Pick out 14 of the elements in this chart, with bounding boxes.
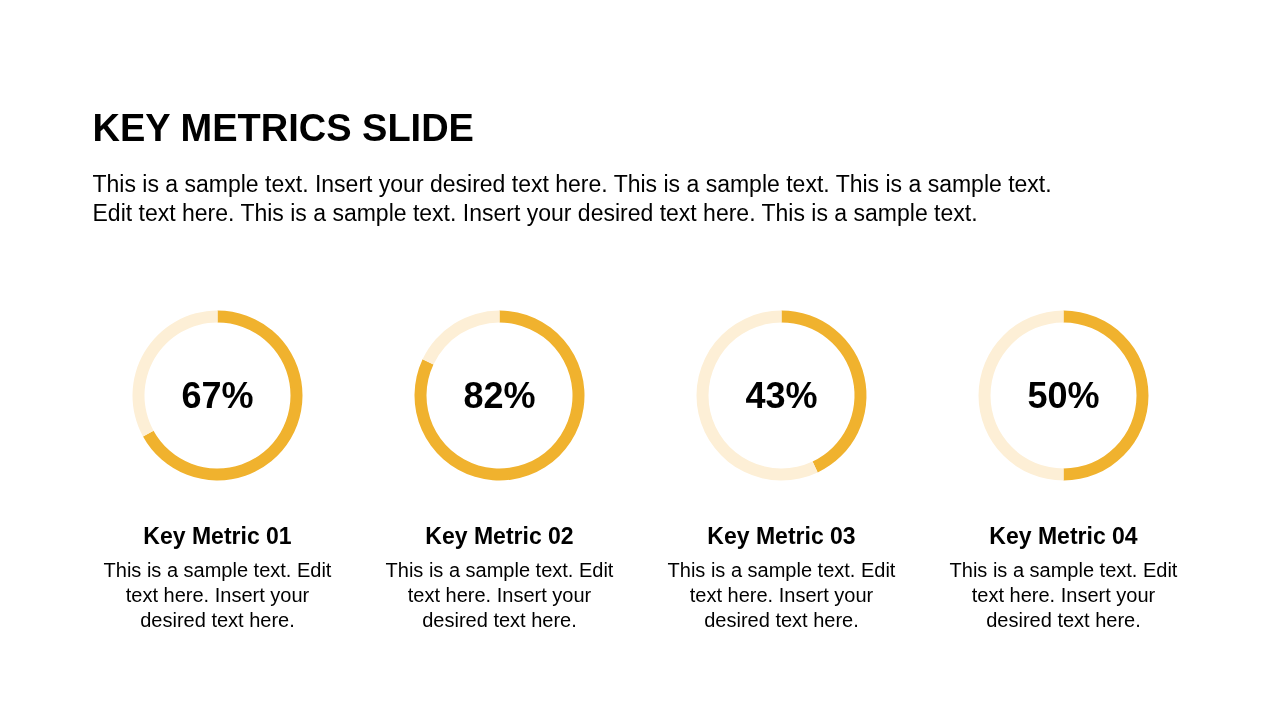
text: This is a sample text. Edit text here. Insert your desired text here. (103, 558, 332, 631)
text: This is a sample text. Edit text here. Insert your desired text here. (385, 558, 614, 631)
text: This is a sample text. Insert your desired text here. This is a sample text. This is a sample text. Edit text here. This is a sample text. Insert your desired text here. This is a sample text. (92, 170, 1052, 226)
text: This is a sample text. Edit text here. Insert your desired text here. (949, 558, 1178, 631)
text: Key Metric 01 (143, 522, 292, 549)
data-label: 43% (745, 375, 818, 416)
data-label: 82% (463, 375, 536, 416)
text: Key Metric 04 (989, 522, 1138, 549)
text: Key Metric 03 (707, 522, 856, 549)
text: Key Metric 02 (425, 522, 574, 549)
text: KEY METRICS SLIDE (92, 106, 474, 149)
data-label: 67% (181, 375, 254, 416)
data-label: 50% (1027, 375, 1100, 416)
text: This is a sample text. Edit text here. Insert your desired text here. (667, 558, 896, 631)
